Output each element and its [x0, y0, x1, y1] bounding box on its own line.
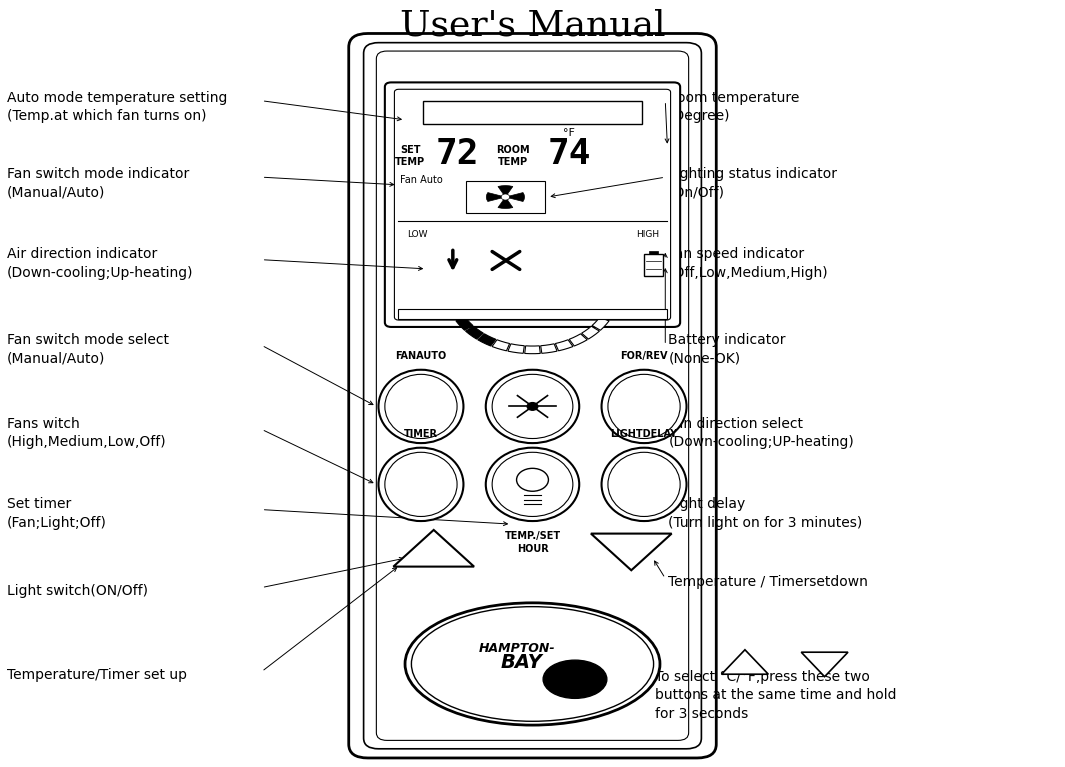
Ellipse shape — [486, 370, 579, 443]
Polygon shape — [498, 197, 513, 209]
FancyBboxPatch shape — [384, 82, 681, 327]
Bar — [649, 251, 658, 255]
Polygon shape — [508, 344, 524, 354]
Polygon shape — [478, 334, 496, 346]
Bar — [644, 255, 663, 276]
Text: TIMER: TIMER — [404, 429, 438, 439]
Text: LIGHTDELAY: LIGHTDELAY — [610, 429, 677, 439]
Text: LOW: LOW — [408, 230, 428, 239]
Polygon shape — [456, 318, 473, 331]
Text: Lighting status indicator
(On/Off): Lighting status indicator (On/Off) — [669, 167, 837, 199]
Polygon shape — [487, 193, 506, 202]
Polygon shape — [525, 346, 540, 354]
Text: Fan direction select
(Down-cooling;UP-heating): Fan direction select (Down-cooling;UP-he… — [669, 417, 854, 449]
Polygon shape — [722, 650, 768, 674]
Bar — [465, 181, 545, 213]
Ellipse shape — [411, 607, 654, 721]
Text: HAMPTON-: HAMPTON- — [478, 642, 555, 655]
Text: Temperature / Timersetdown: Temperature / Timersetdown — [669, 575, 868, 589]
Polygon shape — [465, 326, 484, 339]
Text: HIGH: HIGH — [636, 230, 659, 239]
Text: FOR/REV: FOR/REV — [620, 351, 668, 360]
Text: To select °C/°F,press these two
buttons at the same time and hold
for 3 seconds: To select °C/°F,press these two buttons … — [655, 670, 896, 721]
Text: Temperature/Timer set up: Temperature/Timer set up — [6, 668, 186, 683]
Ellipse shape — [384, 453, 457, 516]
Text: FANAUTO: FANAUTO — [395, 351, 446, 360]
Text: °F: °F — [563, 128, 575, 138]
Text: Auto mode temperature setting
(Temp.at which fan turns on): Auto mode temperature setting (Temp.at w… — [6, 91, 227, 123]
Circle shape — [527, 403, 538, 410]
Polygon shape — [801, 652, 848, 676]
Text: Fan switch mode indicator
(Manual/Auto): Fan switch mode indicator (Manual/Auto) — [6, 167, 189, 199]
Polygon shape — [506, 193, 525, 202]
Text: User's Manual: User's Manual — [399, 9, 666, 43]
Text: SET
TEMP: SET TEMP — [395, 145, 425, 166]
Text: Fan speed indicator
(Off,Low,Medium,High): Fan speed indicator (Off,Low,Medium,High… — [669, 247, 829, 280]
Text: Fans witch
(High,Medium,Low,Off): Fans witch (High,Medium,Low,Off) — [6, 417, 166, 449]
Polygon shape — [591, 534, 672, 571]
Ellipse shape — [492, 374, 573, 439]
Ellipse shape — [608, 374, 681, 439]
Polygon shape — [492, 340, 510, 351]
Polygon shape — [498, 186, 513, 197]
Polygon shape — [581, 326, 600, 339]
Polygon shape — [541, 344, 557, 354]
Text: 72: 72 — [436, 137, 479, 171]
Text: Room temperature
(Degree): Room temperature (Degree) — [669, 91, 800, 123]
Text: BAY: BAY — [501, 653, 543, 672]
Bar — [423, 100, 642, 123]
Text: Fan Auto: Fan Auto — [399, 175, 442, 185]
Text: ROOM
TEMP: ROOM TEMP — [496, 145, 530, 166]
FancyBboxPatch shape — [348, 34, 717, 758]
Polygon shape — [555, 340, 573, 351]
Text: Air direction indicator
(Down-cooling;Up-heating): Air direction indicator (Down-cooling;Up… — [6, 247, 193, 280]
Polygon shape — [569, 334, 587, 346]
Text: Set timer
(Fan;Light;Off): Set timer (Fan;Light;Off) — [6, 497, 106, 530]
Ellipse shape — [378, 448, 463, 521]
Circle shape — [517, 469, 548, 491]
Ellipse shape — [405, 603, 660, 725]
Polygon shape — [393, 530, 474, 567]
Ellipse shape — [543, 660, 607, 699]
Text: TEMP./SET
HOUR: TEMP./SET HOUR — [505, 532, 560, 554]
Ellipse shape — [602, 370, 687, 443]
Polygon shape — [592, 318, 609, 331]
FancyBboxPatch shape — [394, 89, 671, 320]
Ellipse shape — [492, 453, 573, 516]
FancyBboxPatch shape — [376, 51, 689, 740]
Ellipse shape — [602, 448, 687, 521]
FancyBboxPatch shape — [363, 43, 702, 749]
Ellipse shape — [486, 448, 579, 521]
Text: Battery indicator
(None-OK): Battery indicator (None-OK) — [669, 333, 786, 365]
Circle shape — [502, 194, 510, 200]
Bar — [397, 308, 668, 319]
Text: Light delay
(Turn light on for 3 minutes): Light delay (Turn light on for 3 minutes… — [669, 497, 863, 530]
Text: 74: 74 — [547, 137, 591, 171]
Ellipse shape — [608, 453, 681, 516]
Ellipse shape — [378, 370, 463, 443]
Text: Light switch(ON/Off): Light switch(ON/Off) — [6, 584, 148, 598]
Ellipse shape — [384, 374, 457, 439]
Text: Fan switch mode select
(Manual/Auto): Fan switch mode select (Manual/Auto) — [6, 333, 168, 365]
